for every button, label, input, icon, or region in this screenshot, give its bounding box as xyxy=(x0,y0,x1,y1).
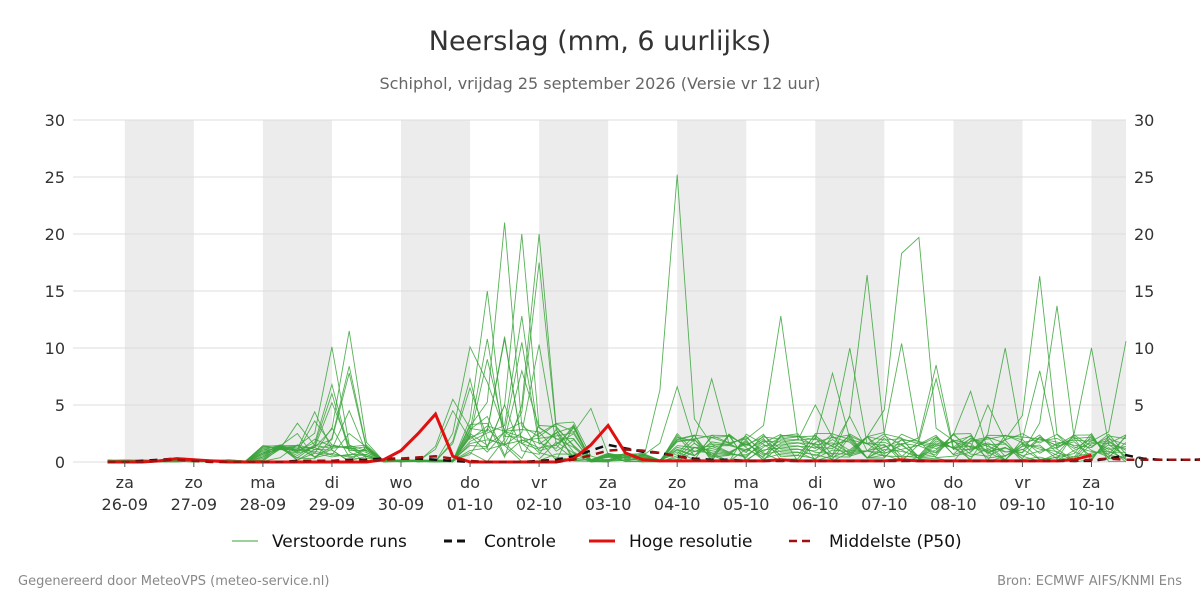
x-tick-date-label: 03-10 xyxy=(585,495,632,514)
x-tick-day-label: do xyxy=(943,473,963,492)
legend-control-label: Controle xyxy=(484,532,556,552)
x-tick-day-label: za xyxy=(1082,473,1100,492)
x-tick-day-label: wo xyxy=(873,473,896,492)
legend-high-resolution-label: Hoge resolutie xyxy=(629,532,753,552)
x-tick-day-label: ma xyxy=(734,473,759,492)
ensemble-member-line xyxy=(107,344,1127,463)
chart-title: Neerslag (mm, 6 uurlijks) xyxy=(429,26,771,57)
y-tick-label-left: 0 xyxy=(55,453,65,472)
x-tick-day-label: zo xyxy=(185,473,203,492)
x-tick-date-label: 30-09 xyxy=(378,495,425,514)
x-tick-date-label: 06-10 xyxy=(792,495,839,514)
legend: Verstoorde runs Controle Hoge resolutie Mid… xyxy=(232,532,962,552)
x-tick-date-label: 09-10 xyxy=(999,495,1046,514)
footer-credit: Gegenereerd door MeteoVPS (meteo-service… xyxy=(18,574,329,589)
legend-perturbed-runs-label: Verstoorde runs xyxy=(272,532,407,552)
y-tick-label-left: 15 xyxy=(45,282,65,301)
median-p50-line xyxy=(107,448,1200,464)
axes: 0 0 5 5 10 10 15 15 20 20 25 25 30 30 za 26-09 zo 27-09 ma… xyxy=(45,111,1155,514)
x-tick-date-label: 08-10 xyxy=(930,495,977,514)
y-tick-label-left: 5 xyxy=(55,396,65,415)
ensemble-member-line xyxy=(107,369,1127,463)
x-tick-date-label: 01-10 xyxy=(447,495,494,514)
ensemble-lines xyxy=(107,174,1127,463)
y-tick-label-left: 10 xyxy=(45,339,65,358)
x-tick-date-label: 05-10 xyxy=(723,495,770,514)
chart-subtitle: Schiphol, vrijdag 25 september 2026 (Ver… xyxy=(379,74,820,93)
x-tick-date-label: 02-10 xyxy=(516,495,563,514)
ensemble-member-line xyxy=(107,386,1127,463)
y-tick-label-right: 5 xyxy=(1134,396,1144,415)
x-tick-date-label: 27-09 xyxy=(171,495,218,514)
y-tick-label-right: 0 xyxy=(1134,453,1144,472)
y-tick-label-right: 10 xyxy=(1134,339,1154,358)
y-tick-label-right: 15 xyxy=(1134,282,1154,301)
x-tick-day-label: vr xyxy=(1014,473,1030,492)
footer-source: Bron: ECMWF AIFS/KNMI Ens xyxy=(997,574,1182,589)
y-tick-label-right: 30 xyxy=(1134,111,1154,130)
y-tick-label-right: 25 xyxy=(1134,168,1154,187)
x-tick-day-label: di xyxy=(325,473,340,492)
x-tick-date-label: 29-09 xyxy=(309,495,356,514)
y-tick-label-left: 25 xyxy=(45,168,65,187)
x-tick-day-label: za xyxy=(599,473,617,492)
x-tick-date-label: 26-09 xyxy=(102,495,149,514)
ensemble-member-line xyxy=(107,403,1127,463)
ensemble-member-line xyxy=(107,403,1127,463)
x-tick-day-label: do xyxy=(460,473,480,492)
y-tick-label-left: 30 xyxy=(45,111,65,130)
legend-median-label: Middelste (P50) xyxy=(829,532,962,552)
x-tick-date-label: 04-10 xyxy=(654,495,701,514)
x-tick-day-label: wo xyxy=(390,473,413,492)
x-tick-day-label: zo xyxy=(668,473,686,492)
x-tick-day-label: di xyxy=(808,473,823,492)
x-tick-day-label: vr xyxy=(531,473,547,492)
x-tick-day-label: ma xyxy=(250,473,275,492)
x-tick-day-label: za xyxy=(116,473,134,492)
x-tick-date-label: 28-09 xyxy=(240,495,287,514)
x-tick-date-label: 07-10 xyxy=(861,495,908,514)
x-tick-date-label: 10-10 xyxy=(1068,495,1115,514)
y-tick-label-left: 20 xyxy=(45,225,65,244)
main-series-lines xyxy=(107,411,1200,464)
high-resolution-line xyxy=(107,411,1092,464)
y-tick-label-right: 20 xyxy=(1134,225,1154,244)
